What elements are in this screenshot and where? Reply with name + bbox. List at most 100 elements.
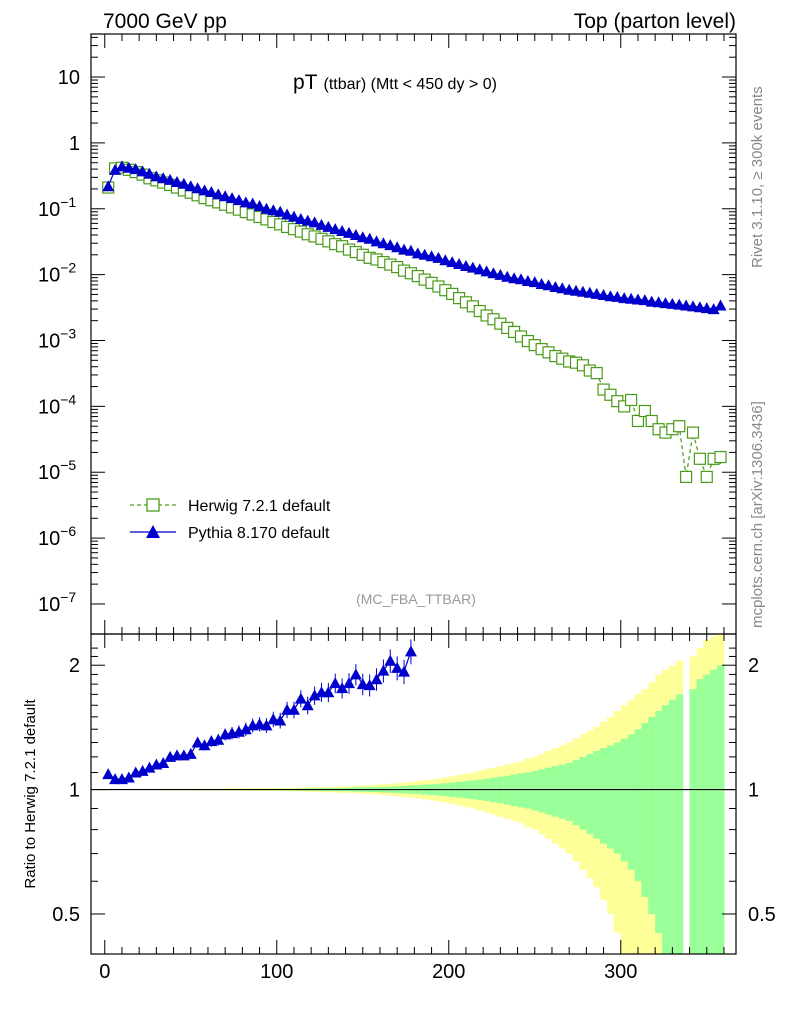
pythia-point [466, 261, 479, 273]
pythia-point [109, 163, 122, 175]
ratio-ytick-label-right: 0.5 [748, 904, 776, 926]
ratio-pythia-point [363, 679, 376, 691]
ratio-pythia-point [384, 654, 397, 666]
rivet-label: Rivet 3.1.10, ≥ 300k events [749, 86, 766, 268]
pythia-point [480, 265, 493, 277]
pythia-point [198, 184, 211, 196]
ratio-pythia-point [274, 714, 287, 726]
legend-herwig-marker [146, 498, 160, 512]
ratio-ytick-label-right: 1 [748, 780, 759, 802]
pythia-point [136, 165, 149, 177]
main-ytick-base: 10 [38, 594, 60, 616]
pythia-point [164, 173, 177, 185]
ratio-ylabel: Ratio to Herwig 7.2.1 default [22, 699, 39, 889]
ratio-band-green [696, 679, 704, 954]
pythia-point [542, 279, 555, 291]
main-ytick-label: 10−5 [38, 457, 76, 484]
analysis-label: (MC_FBA_TTBAR) [356, 591, 476, 607]
ratio-ytick-label: 0.5 [52, 904, 80, 926]
ratio-band-green [641, 722, 649, 897]
legend-pythia-marker [146, 525, 160, 538]
pythia-point [157, 172, 170, 184]
main-title-sub: (ttbar) (Mtt < 450 dy > 0) [324, 76, 497, 93]
pythia-point [638, 294, 651, 306]
pythia-point [274, 205, 287, 217]
legend: Herwig 7.2.1 default Pythia 8.170 defaul… [130, 498, 331, 542]
pythia-point [597, 289, 610, 301]
pythia-point [501, 270, 514, 282]
ratio-pythia-point [157, 756, 170, 768]
pythia-point [315, 218, 328, 230]
ratio-pythia-point [198, 739, 211, 751]
pythia-point [473, 263, 486, 275]
ratio-band-green [634, 729, 642, 882]
pythia-point [528, 276, 541, 288]
ratio-pythia-point [191, 736, 204, 748]
pythia-point [122, 161, 135, 173]
pythia-point [287, 210, 300, 222]
ratio-band-green [545, 767, 553, 815]
pythia-point [150, 170, 163, 182]
ratio-ytick-label: 1 [69, 780, 80, 802]
ratio-pythia-point [370, 673, 383, 685]
ratio-pythia-point [287, 703, 300, 715]
main-ytick-exp: −5 [60, 457, 76, 473]
ratio-pythia-point [267, 713, 280, 725]
pythia-point [356, 231, 369, 243]
ratio-band-green [613, 742, 622, 854]
ratio-pythia-point [336, 682, 349, 694]
ratio-pythia-point [143, 761, 156, 773]
ratio-band-green [689, 689, 697, 954]
pythia-point [294, 212, 307, 224]
herwig-point [624, 393, 638, 407]
ratio-pythia-point [212, 733, 225, 745]
ratio-pythia-point [404, 645, 417, 657]
ratio-band-green [662, 705, 670, 954]
ratio-pythia-point [136, 764, 149, 776]
ratio-pythia-point [260, 719, 273, 731]
herwig-point [604, 388, 617, 401]
legend-herwig-label: Herwig 7.2.1 default [188, 498, 331, 515]
main-ytick-exp: −6 [60, 523, 76, 539]
pythia-point [515, 273, 527, 285]
ratio-plot-frame [90, 633, 737, 955]
ratio-band-green [579, 756, 587, 830]
pythia-point [329, 223, 342, 235]
main-ytick-base: 1 [69, 133, 80, 155]
main-ytick-exp: −1 [60, 194, 76, 210]
main-ytick-exp: −4 [60, 391, 76, 407]
ratio-band-green [627, 734, 636, 870]
ratio-band-green [551, 766, 560, 817]
ratio-band-green [517, 773, 525, 808]
main-ytick-exp: −7 [60, 589, 76, 605]
ratio-pythia-point [308, 689, 321, 701]
ratio-band-green [703, 674, 711, 954]
legend-pythia-label: Pythia 8.170 default [188, 525, 330, 542]
herwig-point [618, 400, 631, 413]
ratio-pythia-point [322, 686, 335, 698]
ratio-band-green [593, 750, 601, 839]
main-ytick-base: 10 [38, 396, 60, 418]
main-ytick-label: 10−7 [38, 589, 76, 616]
pythia-point [363, 232, 376, 244]
pythia-point [115, 160, 128, 172]
pythia-point [343, 226, 355, 238]
ratio-band-green [572, 759, 580, 826]
ratio-pythia-point [301, 699, 314, 711]
header-right: Top (parton level) [574, 10, 736, 33]
ratio-pythia-point [122, 771, 135, 783]
pythia-point [191, 182, 204, 194]
main-ytick-exp: −3 [60, 325, 76, 341]
main-ytick-label: 1 [69, 133, 80, 155]
ratio-pythia-point [398, 665, 411, 677]
ratio-pythia-point [329, 677, 342, 689]
pythia-point [143, 167, 156, 179]
main-ytick-label: 10−6 [38, 523, 76, 550]
pythia-point [707, 303, 720, 315]
pythia-point [232, 194, 245, 206]
main-ytick-base: 10 [38, 265, 60, 287]
pythia-point [432, 251, 445, 263]
pythia-point [425, 250, 438, 262]
pythia-point [370, 235, 383, 247]
main-ytick-label: 10 [58, 67, 80, 89]
